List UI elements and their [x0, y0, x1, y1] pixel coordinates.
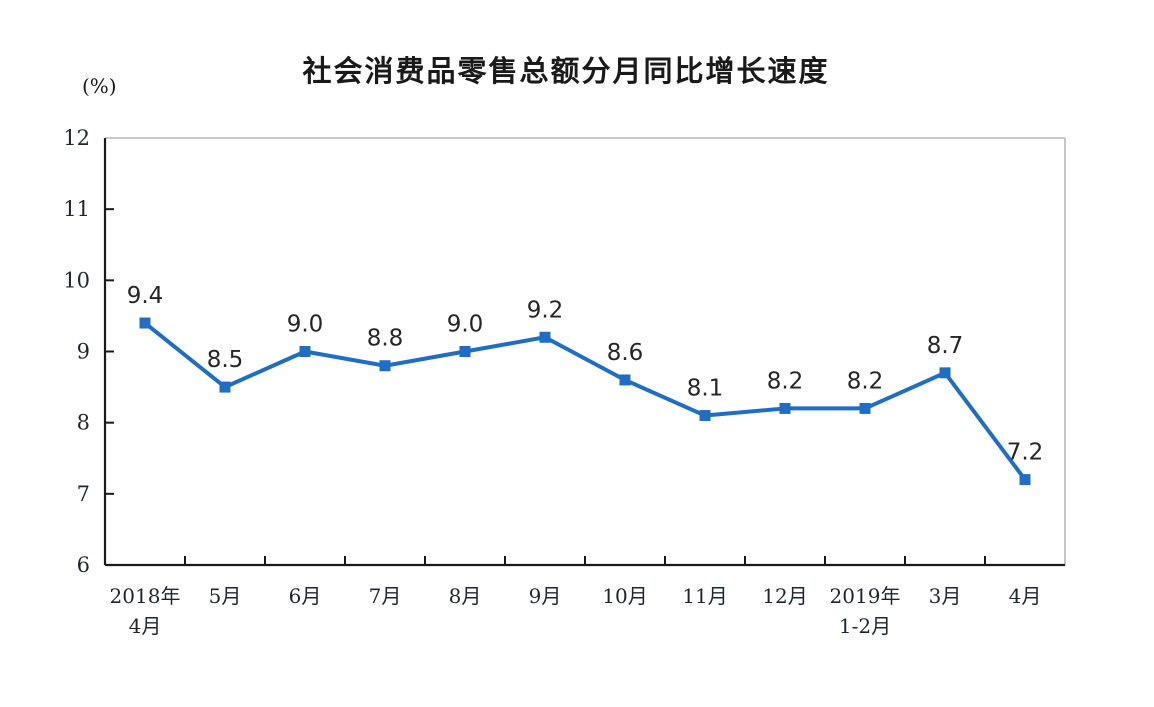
data-point-label: 9.2	[527, 297, 564, 323]
data-point-marker	[139, 317, 151, 329]
x-tick-label: 5月	[209, 584, 242, 608]
x-tick-label: 2019年	[830, 584, 901, 608]
data-point-label: 8.2	[767, 368, 804, 394]
y-tick-label: 7	[77, 482, 90, 506]
data-point-marker	[859, 402, 871, 414]
x-tick-label: 4月	[129, 614, 162, 638]
data-point-label: 7.2	[1007, 440, 1044, 466]
x-tick-label: 12月	[762, 584, 807, 608]
data-point-marker	[459, 346, 471, 357]
data-point-marker	[299, 346, 311, 357]
data-point-marker	[379, 360, 391, 372]
y-tick-label: 12	[63, 126, 90, 150]
data-point-label: 8.5	[207, 347, 244, 373]
chart-title: 社会消费品零售总额分月同比增长速度	[302, 54, 830, 88]
x-tick-label: 6月	[289, 584, 322, 608]
data-point-marker	[939, 367, 951, 379]
y-tick-label: 8	[77, 411, 90, 435]
data-point-label: 9.0	[447, 312, 484, 338]
x-tick-label: 10月	[602, 584, 647, 608]
x-tick-label: 11月	[682, 584, 727, 608]
data-point-label: 8.2	[847, 368, 884, 394]
data-point-label: 8.6	[607, 340, 644, 366]
y-tick-label: 10	[63, 268, 90, 292]
series-line	[143, 321, 1027, 482]
y-tick-label: 9	[77, 340, 90, 364]
x-tick-label: 2018年	[110, 584, 181, 608]
data-point-marker	[619, 374, 631, 386]
x-tick-label: 3月	[929, 584, 962, 608]
data-point-marker	[699, 410, 711, 422]
x-tick-label: 1-2月	[839, 614, 891, 638]
data-point-label: 8.1	[687, 376, 724, 402]
x-tick-label: 4月	[1009, 584, 1042, 608]
data-point-marker	[779, 402, 791, 414]
x-tick-label: 9月	[529, 584, 562, 608]
data-point-marker	[539, 331, 551, 343]
data-point-marker	[1019, 474, 1031, 486]
data-point-marker	[219, 381, 231, 393]
data-point-label: 9.0	[287, 312, 324, 338]
x-tick-label: 8月	[449, 584, 482, 608]
x-tick-label: 7月	[369, 584, 402, 608]
data-point-label: 8.7	[927, 333, 964, 359]
y-tick-label: 6	[77, 553, 90, 577]
y-tick-label: 11	[63, 197, 90, 221]
y-axis-unit-label: (%)	[82, 74, 117, 98]
data-point-label: 8.8	[367, 326, 404, 352]
data-point-label: 9.4	[127, 283, 164, 309]
